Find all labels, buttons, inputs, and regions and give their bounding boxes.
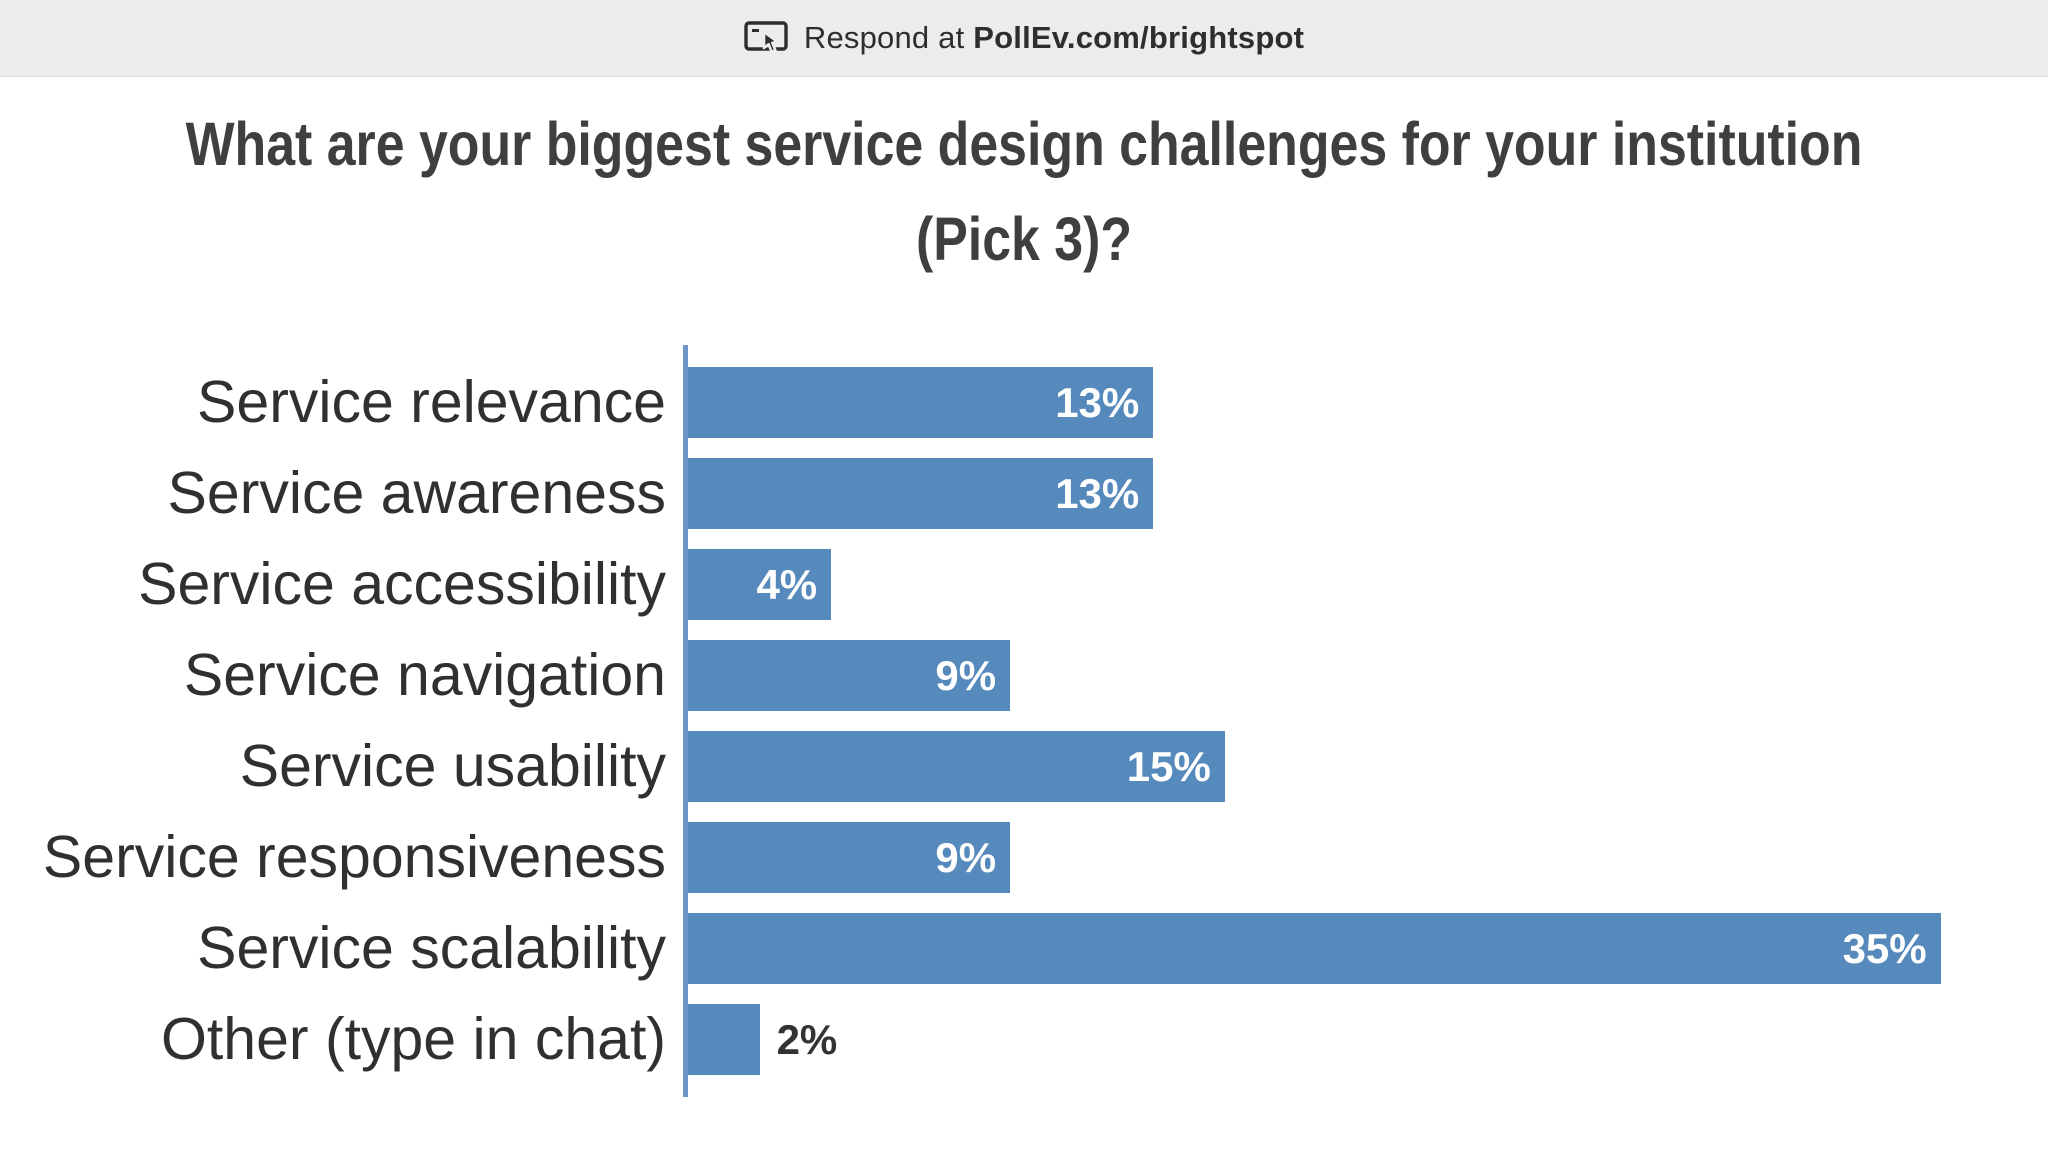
chart-row: Service usability 15% (0, 721, 2048, 812)
chart-row: Service relevance 13% (0, 357, 2048, 448)
respond-prefix-text: Respond at (803, 20, 974, 55)
chart-row: Service awareness 13% (0, 448, 2048, 539)
value-label: 4% (756, 560, 818, 608)
bar-track: 15% (678, 721, 2048, 812)
results-chart: Service relevance 13% Service awareness 13%… (0, 345, 2048, 1097)
category-label: Service accessibility (138, 551, 666, 617)
category-label: Service awareness (167, 460, 666, 526)
result-bar: 9% (688, 640, 1011, 711)
respond-instruction: Respond at PollEv.com/brightspot (804, 20, 1304, 56)
category-label: Service navigation (183, 642, 666, 708)
result-bar: 15% (688, 731, 1225, 802)
chart-row: Service scalability 35% (0, 903, 2048, 994)
result-bar: 35% (688, 913, 1941, 984)
respond-url-text: PollEv.com/brightspot (973, 20, 1305, 55)
bar-track: 9% (678, 630, 2048, 721)
value-label: 9% (935, 833, 997, 881)
bar-track: 13% (678, 448, 2048, 539)
poll-question-line-1: What are your biggest service design cha… (185, 110, 1863, 178)
respond-banner: Respond at PollEv.com/brightspot (0, 0, 2048, 77)
results-chart-rows: Service relevance 13% Service awareness 13%… (0, 357, 2048, 1085)
category-label: Service scalability (197, 915, 666, 981)
category-label: Other (type in chat) (161, 1006, 666, 1072)
chart-row: Other (type in chat) 2% (0, 994, 2048, 1085)
bar-track: 13% (678, 357, 2048, 448)
bar-track: 35% (678, 903, 2048, 994)
value-label: 35% (1842, 924, 1927, 972)
chart-row: Service accessibility 4% (0, 539, 2048, 630)
result-bar: 4% (688, 549, 832, 620)
respond-cursor-icon (744, 20, 788, 53)
bar-track: 2% (678, 994, 2048, 1085)
value-label: 2% (776, 1015, 838, 1063)
value-label: 9% (935, 651, 997, 699)
result-bar: 13% (688, 458, 1154, 529)
result-bar: 9% (688, 822, 1011, 893)
chart-axis-line (683, 345, 688, 1097)
value-label: 13% (1055, 469, 1140, 517)
value-label: 15% (1126, 742, 1211, 790)
poll-question: What are your biggest service design cha… (0, 97, 2048, 287)
category-label: Service usability (239, 733, 666, 799)
bar-track: 9% (678, 812, 2048, 903)
result-bar (688, 1004, 760, 1075)
category-label: Service responsiveness (42, 824, 666, 890)
value-label: 13% (1055, 378, 1140, 426)
chart-row: Service responsiveness 9% (0, 812, 2048, 903)
poll-question-line-2: (Pick 3)? (915, 205, 1133, 273)
category-label: Service relevance (197, 369, 666, 435)
chart-row: Service navigation 9% (0, 630, 2048, 721)
result-bar: 13% (688, 367, 1154, 438)
bar-track: 4% (678, 539, 2048, 630)
